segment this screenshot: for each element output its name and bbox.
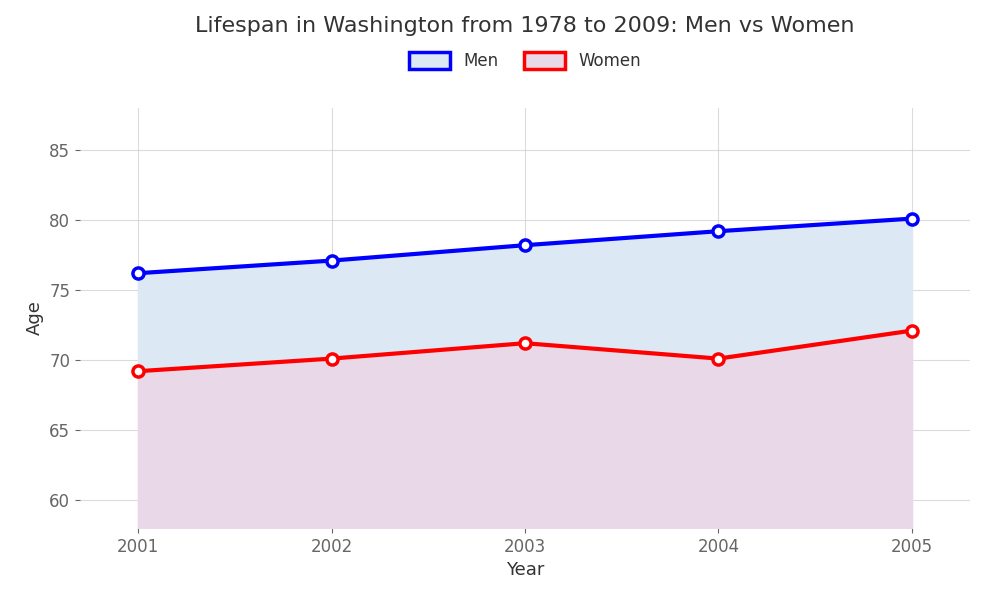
X-axis label: Year: Year <box>506 561 544 579</box>
Y-axis label: Age: Age <box>26 301 44 335</box>
Legend: Men, Women: Men, Women <box>402 45 648 76</box>
Title: Lifespan in Washington from 1978 to 2009: Men vs Women: Lifespan in Washington from 1978 to 2009… <box>195 16 855 35</box>
